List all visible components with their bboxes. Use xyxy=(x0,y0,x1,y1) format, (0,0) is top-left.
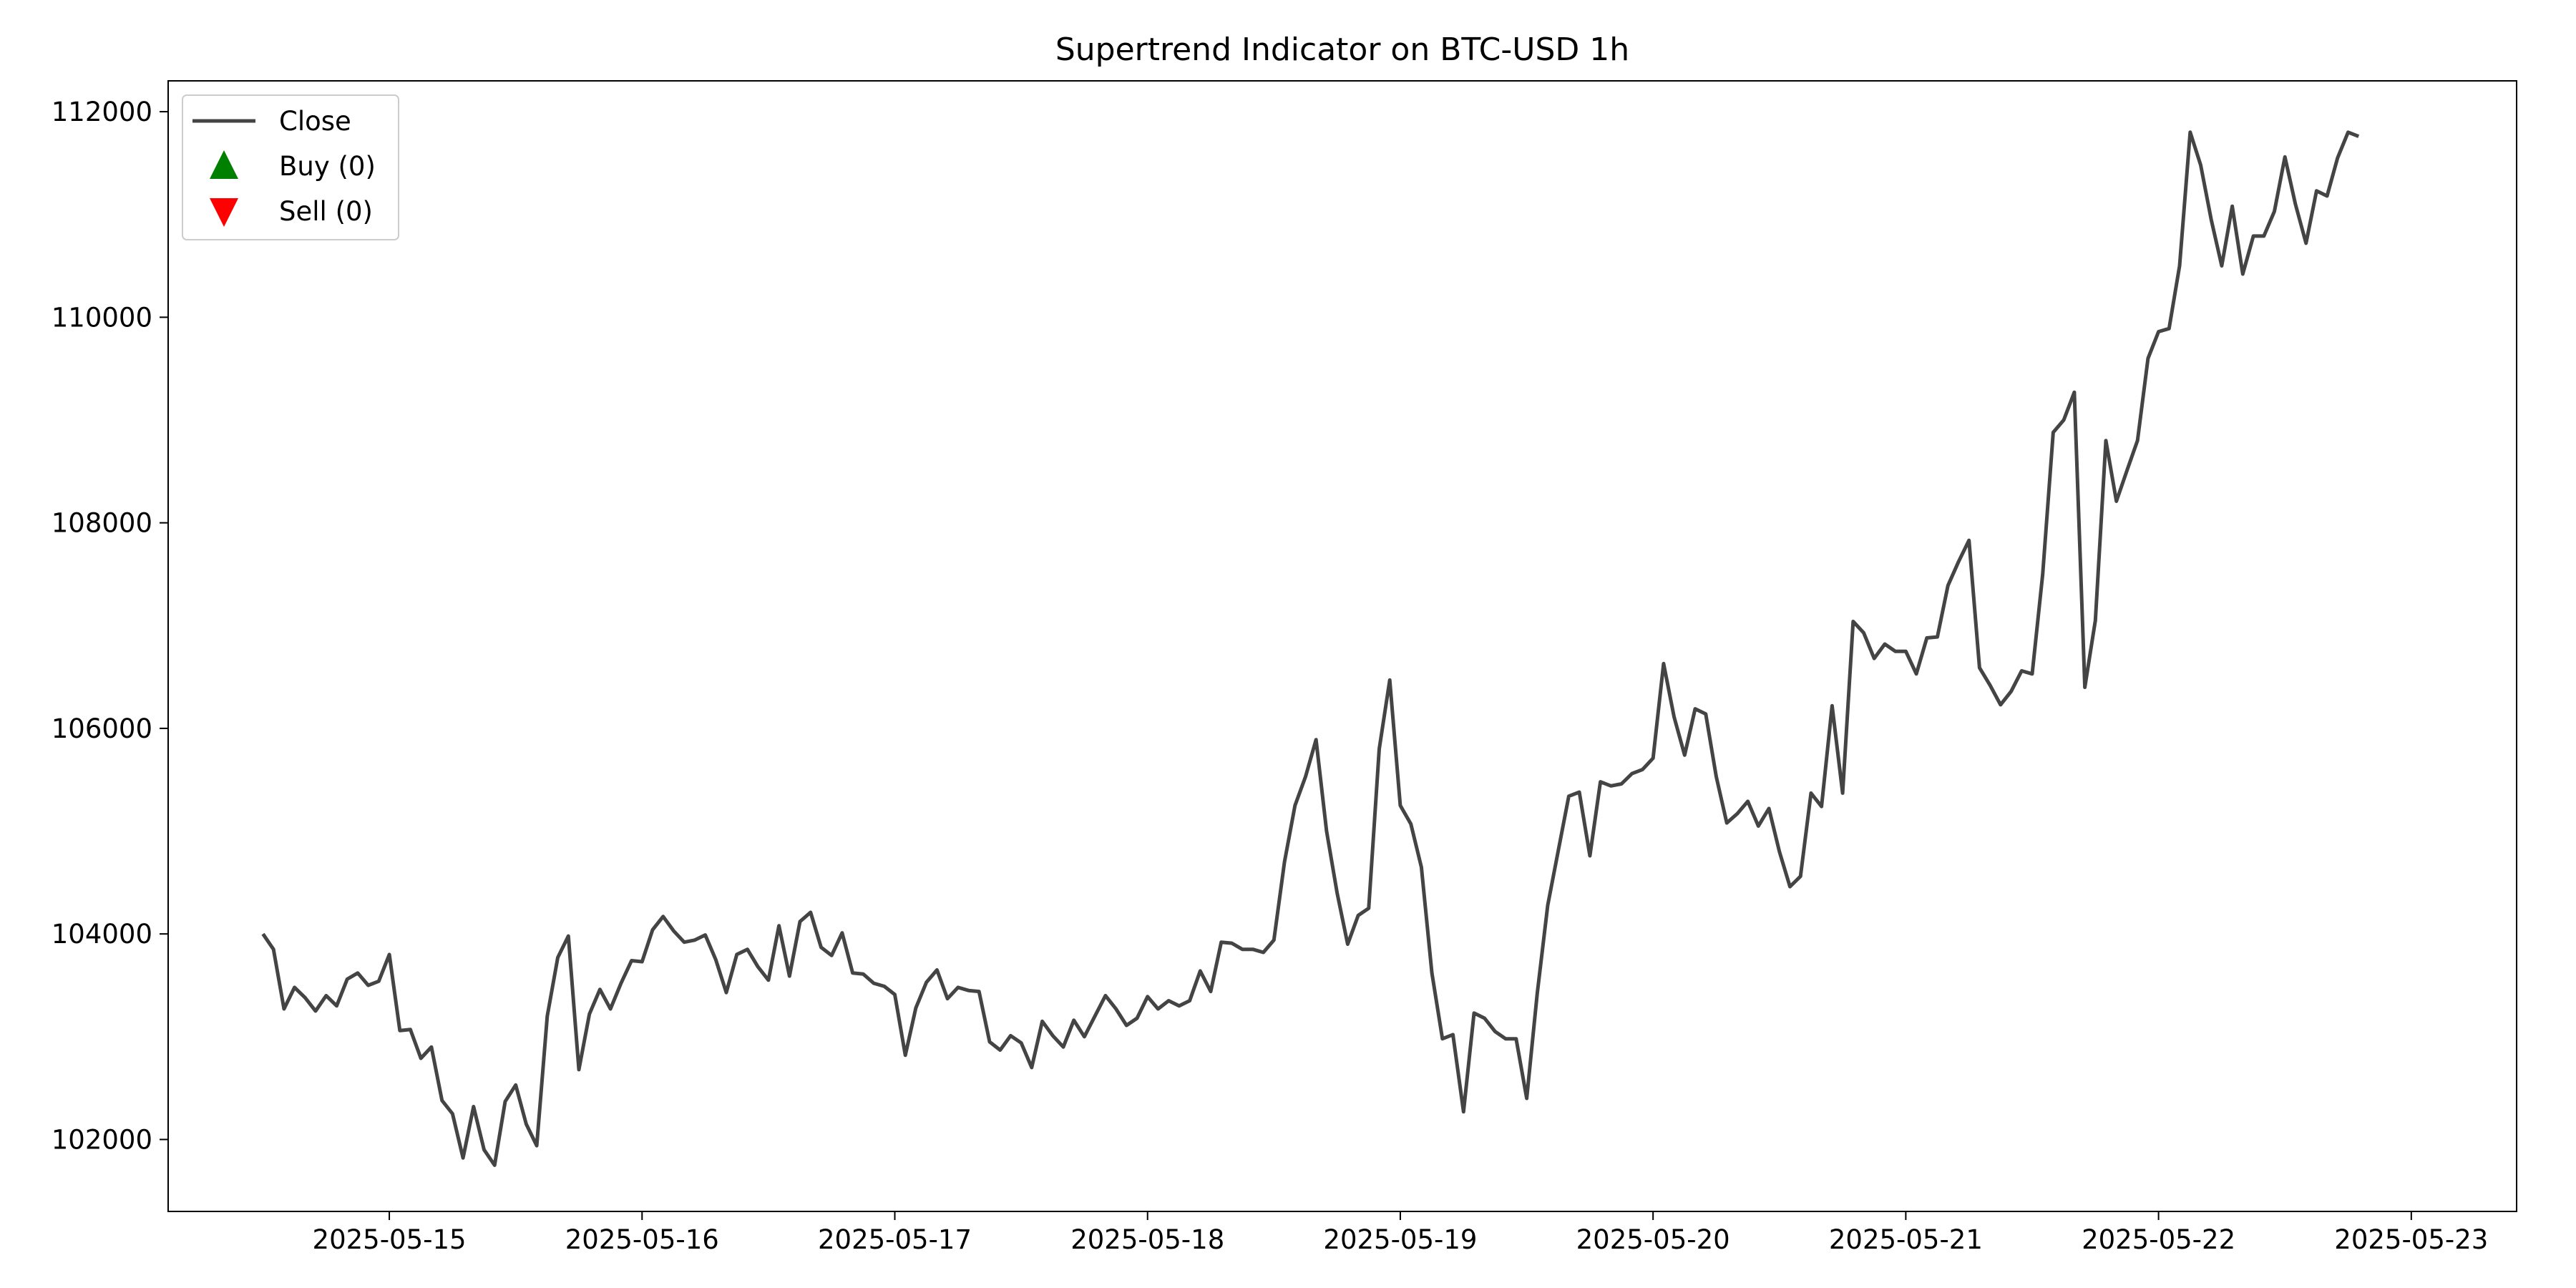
legend-label: Close xyxy=(279,106,351,137)
y-tick-label: 102000 xyxy=(52,1124,152,1155)
legend-label: Sell (0) xyxy=(279,196,373,227)
plot-frame xyxy=(167,80,2517,1212)
y-axis: 102000 104000 106000 108000 110000 112000 xyxy=(52,97,168,1155)
chart-title: Supertrend Indicator on BTC-USD 1h xyxy=(1055,31,1629,68)
x-tick-label: 2025-05-19 xyxy=(1323,1224,1477,1255)
x-tick-label: 2025-05-20 xyxy=(1576,1224,1730,1255)
x-tick-label: 2025-05-21 xyxy=(1829,1224,1983,1255)
x-tick-label: 2025-05-18 xyxy=(1070,1224,1224,1255)
y-tick-label: 104000 xyxy=(52,919,152,950)
series-line-close xyxy=(261,130,2360,1167)
buy-triangle-icon xyxy=(210,150,238,179)
x-tick-label: 2025-05-17 xyxy=(818,1224,972,1255)
plot-content xyxy=(261,130,2360,1167)
x-tick-label: 2025-05-22 xyxy=(2082,1224,2235,1255)
legend-label: Buy (0) xyxy=(279,151,376,182)
x-axis: 2025-05-15 2025-05-16 2025-05-17 2025-05-18… xyxy=(313,1211,2488,1255)
y-tick-label: 106000 xyxy=(52,713,152,744)
y-tick-label: 110000 xyxy=(52,302,152,333)
legend: Close Buy (0) Sell (0) xyxy=(182,94,399,240)
y-tick-label: 108000 xyxy=(52,508,152,539)
sell-triangle-icon xyxy=(210,198,238,227)
x-tick-label: 2025-05-16 xyxy=(565,1224,719,1255)
y-tick-label: 112000 xyxy=(52,97,152,127)
x-tick-label: 2025-05-15 xyxy=(313,1224,467,1255)
legend-box xyxy=(182,94,399,240)
x-tick-label: 2025-05-23 xyxy=(2334,1224,2488,1255)
